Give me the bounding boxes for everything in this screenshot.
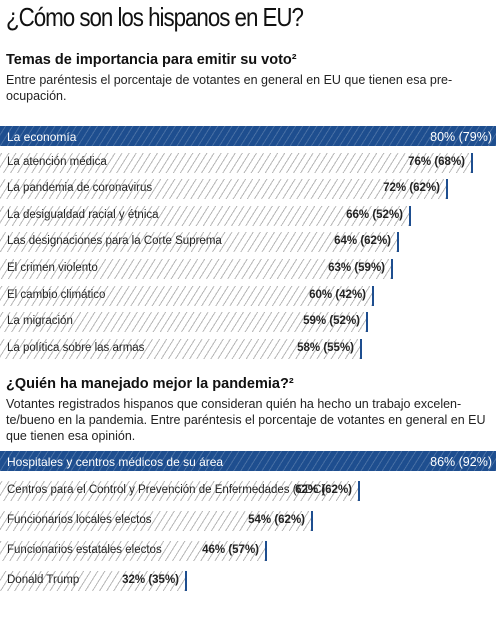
section2-heading: ¿Quién ha manejado mejor la pandemia?²: [6, 376, 294, 392]
bar-value-label: 62% (62%): [295, 484, 352, 496]
bar: [0, 205, 411, 226]
bar: [0, 511, 313, 531]
bar: [0, 232, 399, 253]
bar-category-label: El crimen violento: [7, 262, 98, 274]
bar: [0, 571, 187, 591]
bar-category-label: La migración: [7, 315, 73, 328]
bar-row: La atención médica 76% (68%): [0, 149, 502, 176]
bar-row-highlight: La economía 80% (79%): [0, 122, 502, 149]
bar: [0, 179, 448, 200]
bar-category-label: La desigualdad racial y étnica: [7, 208, 159, 221]
section2-description: Votantes registrados hispanos que consid…: [6, 397, 486, 443]
bar-category-label: La política sobre las armas: [7, 341, 145, 354]
bar: [0, 481, 360, 501]
bar: [0, 285, 374, 306]
bar-row-highlight: Hospitales y centros médicos de su área 8…: [0, 447, 502, 474]
bar: [0, 338, 362, 359]
bar-value-label: 72% (62%): [383, 182, 440, 195]
bar-category-label: Las designaciones para la Corte Suprema: [7, 235, 222, 248]
bar-value-label: 86% (92%): [430, 455, 492, 469]
bar-row: Funcionarios locales electos 54% (62%): [0, 507, 502, 534]
bar-row: La pandemia de coronavirus 72% (62%): [0, 175, 502, 202]
bar-category-label: Donald Trump: [7, 574, 80, 586]
bar-value-label: 54% (62%): [248, 514, 305, 526]
bar-category-label: La atención médica: [7, 155, 107, 168]
bar-category-label: Funcionarios estatales electos: [7, 544, 162, 556]
bar-row: El crimen violento 63% (59%): [0, 255, 502, 282]
section1-description: Entre paréntesis el porcentaje de votant…: [6, 73, 453, 103]
bar-value-label: 59% (52%): [303, 315, 360, 328]
bar-category-label: Centros para el Control y Prevención de …: [7, 484, 326, 496]
bar: [0, 126, 496, 146]
bar-row: La desigualdad racial y étnica 66% (52%): [0, 202, 502, 229]
bar-value-label: 80% (79%): [430, 130, 492, 144]
bar: [0, 152, 473, 173]
bar-value-label: 58% (55%): [297, 341, 354, 354]
bar-category-label: La economía: [7, 130, 77, 144]
page-title: ¿Cómo son los hispanos en EU?: [6, 2, 304, 32]
bar: [0, 451, 496, 471]
bar-value-label: 46% (57%): [202, 544, 259, 556]
bar-row: Centros para el Control y Prevención de …: [0, 477, 502, 504]
bar-value-label: 60% (42%): [309, 288, 366, 301]
bar: [0, 312, 368, 333]
bar-row: El cambio climático 60% (42%): [0, 282, 502, 309]
bar-category-label: El cambio climático: [7, 288, 106, 301]
bar-category-label: Hospitales y centros médicos de su área: [7, 455, 224, 469]
bar-row: La política sobre las armas 58% (55%): [0, 335, 502, 362]
bar-row: La migración 59% (52%): [0, 308, 502, 335]
bar-row: Funcionarios estatales electos 46% (57%): [0, 537, 502, 564]
bar-category-label: La pandemia de coronavirus: [7, 182, 153, 195]
bar-row: Donald Trump 32% (35%): [0, 567, 502, 594]
bar-row: Las designaciones para la Corte Suprema 6…: [0, 228, 502, 255]
bar-value-label: 76% (68%): [408, 155, 465, 168]
bar-value-label: 64% (62%): [334, 235, 391, 248]
bar: [0, 259, 393, 279]
section1-heading: Temas de importancia para emitir su voto…: [6, 52, 297, 68]
bar-value-label: 66% (52%): [346, 208, 403, 221]
bar-value-label: 32% (35%): [122, 574, 179, 586]
bar-category-label: Funcionarios locales electos: [7, 514, 152, 526]
bar: [0, 541, 267, 561]
bar-value-label: 63% (59%): [328, 262, 385, 274]
